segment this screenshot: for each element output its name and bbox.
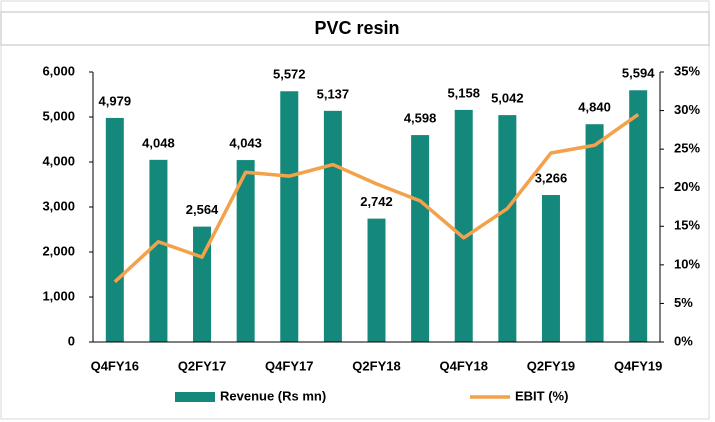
legend-label: EBIT (%) (515, 388, 568, 403)
y2-tick-label: 25% (674, 141, 700, 156)
value-label: 4,048 (142, 135, 175, 150)
y2-tick-label: 5% (674, 295, 693, 310)
bar (149, 159, 168, 342)
value-label: 5,572 (273, 67, 306, 82)
legend-label: Revenue (Rs mn) (220, 388, 326, 403)
y-tick-label: 0 (68, 333, 75, 348)
y2-tick-label: 0% (674, 333, 693, 348)
y-tick-label: 5,000 (42, 108, 75, 123)
value-label: 4,979 (99, 93, 132, 108)
bar (411, 135, 430, 342)
bar (236, 160, 255, 342)
value-label: 4,598 (404, 111, 437, 126)
bar (323, 110, 342, 343)
bar (629, 90, 648, 343)
value-label: 5,594 (622, 66, 655, 81)
y-tick-label: 3,000 (42, 198, 75, 213)
value-label: 4,043 (229, 136, 262, 151)
y-tick-label: 2,000 (42, 243, 75, 258)
value-label: 2,742 (360, 194, 393, 209)
x-tick-label: Q4FY19 (614, 358, 662, 373)
ebit-line (113, 113, 640, 284)
x-tick-label: Q4FY17 (265, 358, 313, 373)
x-tick-label: Q4FY16 (91, 358, 139, 373)
y2-tick-label: 30% (674, 102, 700, 117)
y2-tick-label: 15% (674, 218, 700, 233)
x-tick-label: Q2FY17 (178, 358, 226, 373)
bar (105, 117, 124, 342)
value-label: 4,840 (578, 100, 611, 115)
value-label: 5,158 (447, 85, 480, 100)
x-tick-label: Q2FY19 (527, 358, 575, 373)
y-tick-label: 4,000 (42, 153, 75, 168)
y2-tick-label: 35% (674, 63, 700, 78)
bar (585, 124, 604, 342)
value-label: 5,042 (491, 91, 524, 106)
y-tick-label: 6,000 (42, 63, 75, 78)
y-tick-label: 1,000 (42, 288, 75, 303)
value-label: 3,266 (535, 170, 568, 185)
legend-swatch (175, 392, 215, 402)
bar (498, 115, 517, 342)
chart-title: PVC resin (314, 18, 399, 38)
bar (454, 109, 473, 342)
y2-tick-label: 20% (674, 179, 700, 194)
value-label: 5,137 (317, 86, 350, 101)
y2-tick-label: 10% (674, 256, 700, 271)
bar (541, 195, 560, 342)
x-tick-label: Q2FY18 (352, 358, 400, 373)
value-label: 2,564 (186, 202, 219, 217)
x-tick-label: Q4FY18 (440, 358, 488, 373)
bar (280, 91, 299, 342)
bar (367, 218, 386, 342)
title-box (0, 11, 710, 46)
